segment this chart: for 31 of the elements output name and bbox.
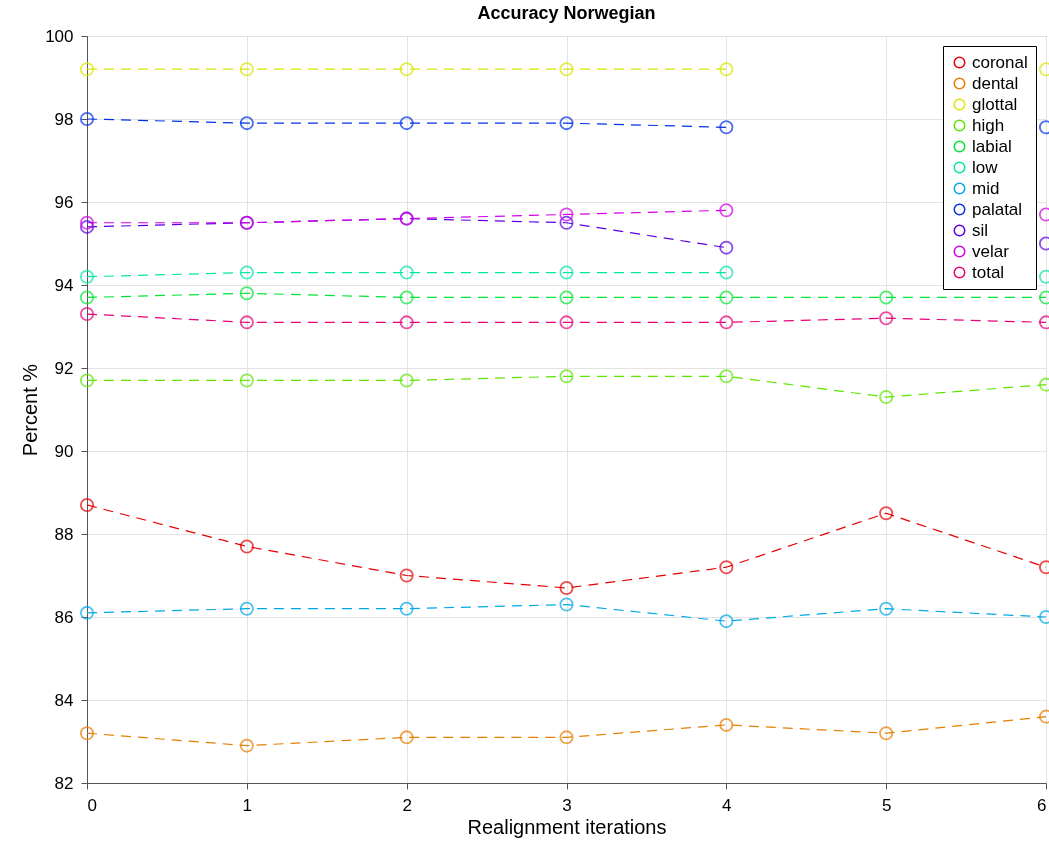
- y-tick-label: 92: [54, 358, 74, 378]
- y-tick-label: 90: [54, 441, 74, 461]
- y-tick-label: 84: [54, 690, 74, 710]
- legend-label: sil: [972, 220, 989, 240]
- legend-label: labial: [972, 136, 1012, 156]
- x-axis-title: Realignment iterations: [467, 815, 667, 838]
- y-axis-title: Percent %: [19, 363, 42, 457]
- y-tick-label: 96: [54, 192, 74, 212]
- y-tick-label: 94: [54, 275, 74, 295]
- x-tick-label: 4: [722, 795, 732, 815]
- y-tick-label: 88: [54, 524, 74, 544]
- legend-label: dental: [972, 73, 1019, 93]
- y-tick-label: 86: [54, 607, 74, 627]
- legend-label: coronal: [972, 52, 1028, 72]
- legend-label: total: [972, 262, 1005, 282]
- x-tick-label: 5: [881, 795, 892, 815]
- x-tick-label: 3: [562, 795, 572, 815]
- x-tick-label: 0: [87, 795, 97, 815]
- y-tick-label: 98: [54, 109, 74, 129]
- legend-label: velar: [972, 241, 1010, 261]
- x-tick-label: 6: [1037, 795, 1047, 815]
- legend-label: mid: [972, 178, 1000, 198]
- x-tick-label: 1: [242, 795, 253, 815]
- legend-label: glottal: [972, 94, 1018, 114]
- x-tick-label: 2: [402, 795, 412, 815]
- y-tick-label: 82: [54, 773, 74, 793]
- chart-title: Accuracy Norwegian: [477, 3, 656, 23]
- legend-label: high: [972, 115, 1005, 135]
- y-tick-label: 100: [45, 26, 74, 46]
- legend-label: palatal: [972, 199, 1023, 219]
- legend-label: low: [972, 157, 999, 177]
